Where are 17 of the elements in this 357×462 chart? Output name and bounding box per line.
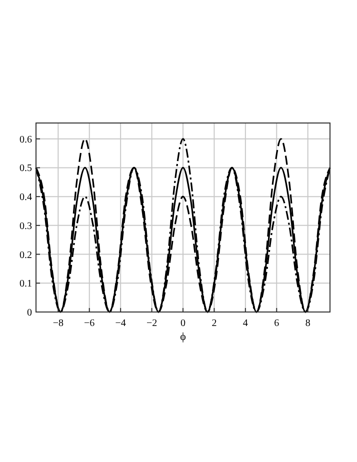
x-tick-label: 2 xyxy=(212,318,217,329)
y-tick-label: 0.3 xyxy=(20,220,32,232)
x-axis-title: ϕ xyxy=(180,331,186,343)
x-tick-label: 8 xyxy=(305,318,310,329)
y-tick-label: 0.2 xyxy=(20,250,32,261)
x-tick-label: −8 xyxy=(52,318,64,329)
x-tick-label: −2 xyxy=(146,318,158,329)
x-tick-label: −4 xyxy=(115,318,126,329)
y-tick-label: 0 xyxy=(27,308,32,318)
x-tick-label: 0 xyxy=(180,318,186,329)
y-tick-label: 0.5 xyxy=(20,163,32,174)
y-tick-label: 0.6 xyxy=(20,134,32,146)
x-tick-label: 4 xyxy=(242,318,248,329)
x-tick-label: 6 xyxy=(274,318,280,329)
y-tick-label: 0.1 xyxy=(20,278,32,290)
x-tick-label: −6 xyxy=(84,318,95,329)
y-tick-label: 0.4 xyxy=(20,192,32,204)
